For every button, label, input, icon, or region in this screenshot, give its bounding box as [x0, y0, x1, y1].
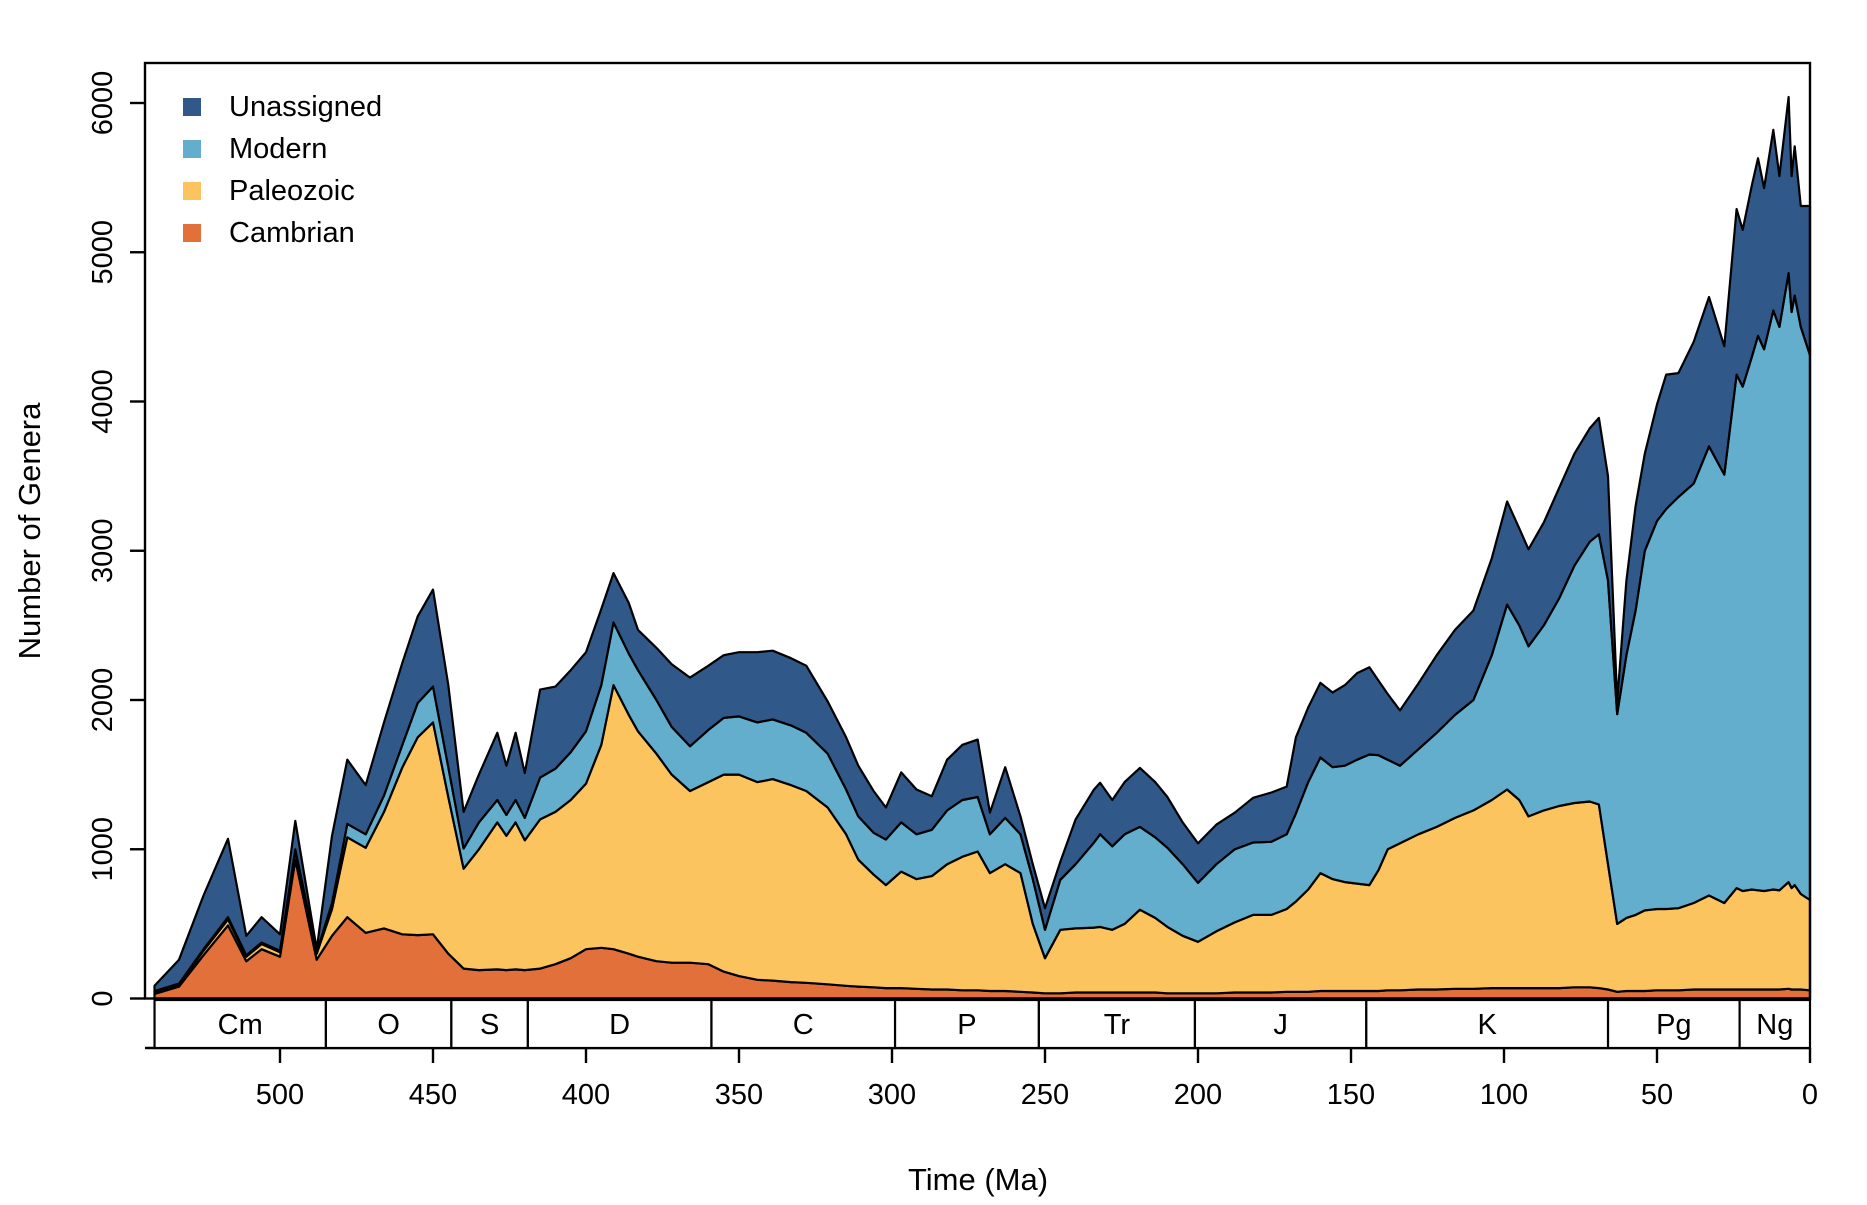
- legend-label: Paleozoic: [229, 174, 355, 207]
- legend: Unassigned Modern Paleozoic Cambrian: [183, 86, 382, 254]
- legend-label: Modern: [229, 132, 328, 165]
- y-tick-label: 6000: [87, 71, 119, 136]
- y-axis-title: Number of Genera: [12, 402, 47, 659]
- legend-label: Unassigned: [229, 90, 383, 123]
- x-tick-label: 500: [256, 1079, 304, 1111]
- x-tick-label: 150: [1327, 1079, 1375, 1111]
- period-box-cm: [153, 998, 327, 1050]
- period-label: Pg: [1656, 1009, 1691, 1041]
- period-label: D: [609, 1009, 630, 1041]
- period-label: C: [793, 1009, 814, 1041]
- y-tick-label: 5000: [87, 220, 119, 285]
- x-tick-label: 300: [868, 1079, 916, 1111]
- legend-item-unassigned: Unassigned: [183, 86, 382, 128]
- cambrian-swatch-icon: [183, 224, 201, 242]
- period-label: Cm: [218, 1009, 263, 1041]
- x-tick-label: 0: [1802, 1079, 1818, 1111]
- period-box-s: [450, 998, 529, 1050]
- period-box-tr: [1037, 998, 1197, 1050]
- x-axis: 500 450 400 350 300 250 200 150 100 50 0: [145, 1046, 1818, 1111]
- period-label: J: [1273, 1009, 1288, 1041]
- period-label: Ng: [1756, 1009, 1793, 1041]
- period-box-k: [1365, 998, 1610, 1050]
- x-tick-label: 400: [562, 1079, 610, 1111]
- x-tick-label: 50: [1641, 1079, 1673, 1111]
- geologic-period-bar: Cm O S D C P Tr J K Pg Ng: [153, 998, 1812, 1050]
- x-tick-label: 200: [1174, 1079, 1222, 1111]
- period-box-o: [324, 998, 453, 1050]
- legend-item-modern: Modern: [183, 128, 382, 170]
- period-label: O: [377, 1009, 400, 1041]
- y-tick-label: 4000: [87, 369, 119, 434]
- y-tick-label: 3000: [87, 518, 119, 583]
- y-tick-label: 0: [87, 990, 119, 1006]
- y-tick-label: 2000: [87, 668, 119, 733]
- legend-item-paleozoic: Paleozoic: [183, 170, 382, 212]
- period-label: S: [480, 1009, 499, 1041]
- x-tick-label: 100: [1480, 1079, 1528, 1111]
- x-tick-label: 350: [715, 1079, 763, 1111]
- period-box-ng: [1738, 998, 1812, 1050]
- x-tick-label: 450: [409, 1079, 457, 1111]
- y-axis: 0 1000 2000 3000 4000 5000 6000: [87, 71, 145, 1007]
- x-tick-label: 250: [1021, 1079, 1069, 1111]
- period-label: P: [957, 1009, 976, 1041]
- legend-label: Cambrian: [229, 216, 355, 249]
- period-box-d: [526, 998, 713, 1050]
- legend-item-cambrian: Cambrian: [183, 212, 382, 254]
- period-box-pg: [1606, 998, 1741, 1050]
- y-tick-label: 1000: [87, 817, 119, 882]
- unassigned-swatch-icon: [183, 98, 201, 116]
- x-axis-title: Time (Ma): [908, 1162, 1048, 1197]
- period-label: K: [1477, 1009, 1497, 1041]
- period-box-c: [710, 998, 897, 1050]
- paleozoic-swatch-icon: [183, 182, 201, 200]
- modern-swatch-icon: [183, 140, 201, 158]
- period-label: Tr: [1104, 1009, 1131, 1041]
- plot-border: [143, 61, 1812, 1000]
- stacked-areas: [153, 95, 1812, 1000]
- period-box-j: [1193, 998, 1368, 1050]
